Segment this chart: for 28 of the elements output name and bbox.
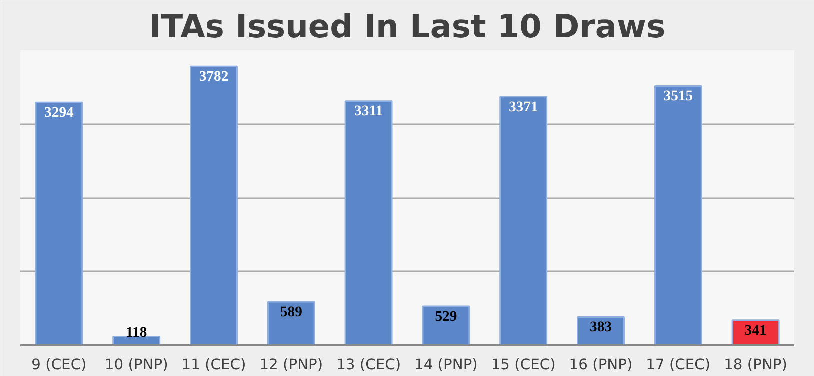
chart-title: ITAs Issued In Last 10 Draws <box>149 8 666 46</box>
bar <box>500 96 548 346</box>
x-tick-label: 16 (PNP) <box>569 356 633 374</box>
bar <box>35 102 84 346</box>
x-tick-label: 15 (CEC) <box>491 356 556 374</box>
x-tick-label: 18 (PNP) <box>724 356 788 374</box>
data-label: 341 <box>744 322 767 339</box>
bar <box>267 301 316 346</box>
bar <box>654 86 702 346</box>
data-label: 383 <box>590 320 612 336</box>
data-label: 3782 <box>199 69 229 86</box>
data-label: 118 <box>126 324 148 341</box>
x-tick-label: 11 (CEC) <box>182 356 246 374</box>
x-tick-label: 10 (PNP) <box>104 356 168 374</box>
data-label: 589 <box>280 304 302 320</box>
data-label: 3371 <box>508 99 538 116</box>
x-tick-label: 17 (CEC) <box>646 356 711 374</box>
bar <box>422 306 470 346</box>
x-tick-label: 14 (PNP) <box>414 356 478 374</box>
bar <box>190 66 238 346</box>
data-label: 3515 <box>664 88 694 105</box>
data-label: 529 <box>435 308 458 325</box>
x-tick-label: 9 (CEC) <box>32 356 87 374</box>
x-tick-label: 13 (CEC) <box>336 356 402 374</box>
data-label: 3294 <box>44 104 75 121</box>
x-tick-label: 12 (PNP) <box>260 356 324 374</box>
bar <box>344 100 393 346</box>
data-label: 3311 <box>354 104 384 120</box>
